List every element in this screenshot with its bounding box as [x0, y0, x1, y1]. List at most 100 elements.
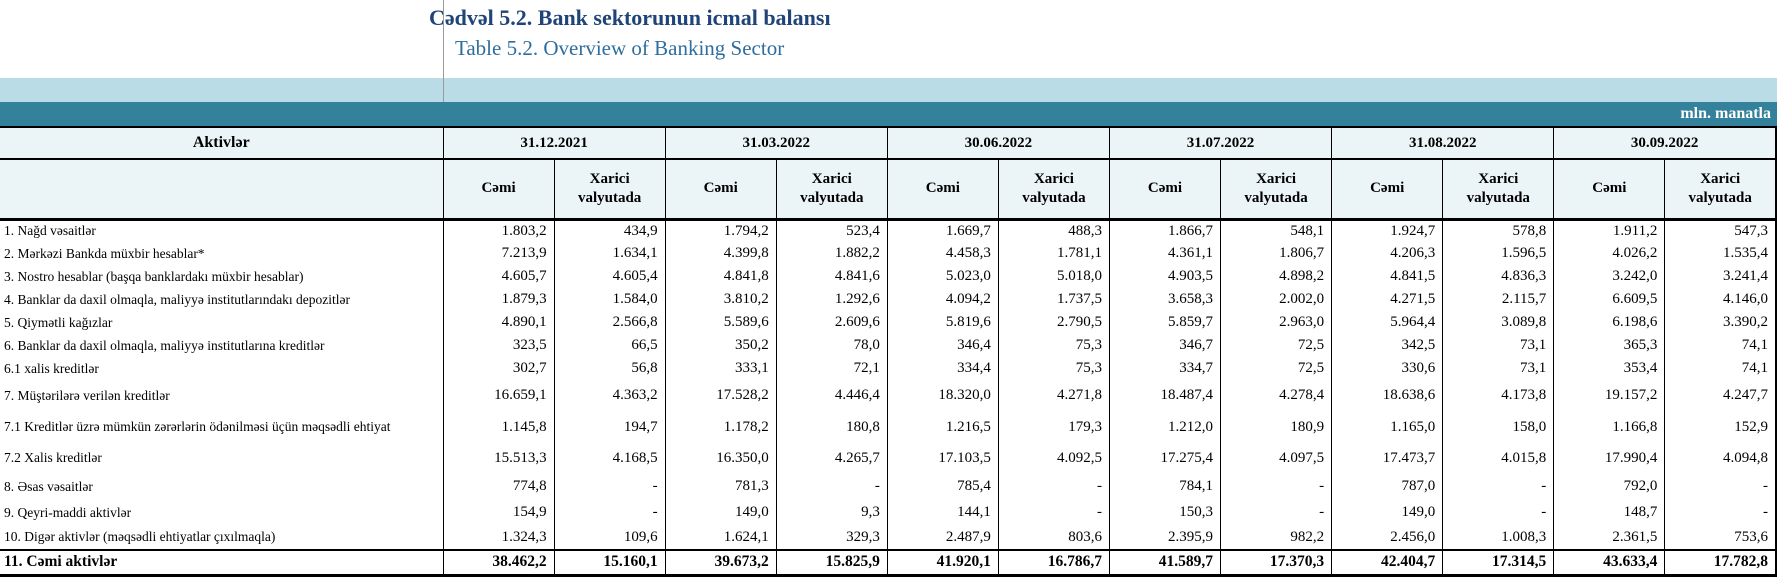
- table-row: 6.1 xalis kreditlər 302,7 56,8 333,1 72,1 33…: [0, 357, 1777, 380]
- row-label: 5. Qiymətli kağızlar: [0, 311, 444, 334]
- cell-value: 1.737,5: [997, 288, 1110, 311]
- column-header-empty: [0, 159, 444, 221]
- cell-value: 149,0: [1331, 500, 1444, 525]
- table-row: 7.2 Xalis kreditlər 15.513,3 4.168,5 16.35…: [0, 443, 1777, 473]
- cell-value: -: [997, 500, 1110, 525]
- row-label: 7.1 Kreditlər üzrə mümkün zərərlərin ödə…: [0, 411, 444, 443]
- cell-value: 365,3: [1553, 334, 1666, 357]
- cell-value: 15.513,3: [442, 443, 555, 473]
- cell-value: 4.271,5: [1331, 288, 1444, 311]
- cell-value: 547,3: [1664, 219, 1777, 242]
- cell-value: 4.605,7: [442, 265, 555, 288]
- cell-value: 329,3: [775, 525, 888, 550]
- cell-value: 4.026,2: [1553, 242, 1666, 265]
- cell-value: 6.609,5: [1553, 288, 1666, 311]
- row-label: 2. Mərkəzi Bankda müxbir hesablar*: [0, 242, 444, 265]
- cell-value: 194,7: [553, 411, 666, 443]
- cell-value: 6.198,6: [1553, 311, 1666, 334]
- column-header-date: 30.06.2022: [886, 126, 1110, 160]
- cell-value: 4.278,4: [1220, 380, 1333, 411]
- table-title-az: Cədvəl 5.2. Bank sektorunun icmal balans…: [429, 5, 831, 30]
- table-row: 9. Qeyri-maddi aktivlər 154,9-149,0 9,3 14…: [0, 500, 1777, 525]
- cell-value: 578,8: [1442, 219, 1555, 242]
- subcolumn-header-foreign: Xarici valyutada: [1220, 159, 1333, 221]
- cell-value: 17.528,2: [664, 380, 777, 411]
- cell-value: 7.213,9: [442, 242, 555, 265]
- cell-value: 4.363,2: [553, 380, 666, 411]
- cell-value: 330,6: [1331, 357, 1444, 380]
- cell-value: 982,2: [1220, 525, 1333, 550]
- total-cell-value: 17.314,5: [1442, 549, 1555, 577]
- total-cell-value: 41.920,1: [886, 549, 999, 577]
- cell-value: 18.320,0: [886, 380, 999, 411]
- table-row: 4. Banklar da daxil olmaqla, maliyyə ins…: [0, 288, 1777, 311]
- cell-value: 1.008,3: [1442, 525, 1555, 550]
- cell-value: 5.018,0: [997, 265, 1110, 288]
- cell-value: 1.794,2: [664, 219, 777, 242]
- cell-value: 3.242,0: [1553, 265, 1666, 288]
- cell-value: 19.157,2: [1553, 380, 1666, 411]
- cell-value: 323,5: [442, 334, 555, 357]
- subcolumn-header-total: Cəmi: [1108, 159, 1222, 221]
- cell-value: 75,3: [997, 357, 1110, 380]
- row-label: 3. Nostro hesablar (başqa banklardakı mü…: [0, 265, 444, 288]
- cell-value: 302,7: [442, 357, 555, 380]
- cell-value: 73,1: [1442, 334, 1555, 357]
- cell-value: 787,0: [1331, 473, 1444, 500]
- cell-value: 2.456,0: [1331, 525, 1444, 550]
- cell-value: 334,7: [1108, 357, 1222, 380]
- spreadsheet-gridline: [443, 0, 444, 102]
- cell-value: 16.350,0: [664, 443, 777, 473]
- table-row: 8. Əsas vəsaitlər 774,8-781,3-785,4-784,…: [0, 473, 1777, 500]
- cell-value: 5.964,4: [1331, 311, 1444, 334]
- total-cell-value: 17.782,8: [1664, 549, 1777, 577]
- table-footer: 11. Cəmi aktivlər 38.462,2 15.160,1 39.673…: [0, 549, 1777, 577]
- row-label: 7.2 Xalis kreditlər: [0, 443, 444, 473]
- cell-value: 144,1: [886, 500, 999, 525]
- row-label: 6.1 xalis kreditlər: [0, 357, 444, 380]
- cell-value: 1.165,0: [1331, 411, 1444, 443]
- table-title-en: Table 5.2. Overview of Banking Sector: [455, 36, 785, 60]
- cell-value: 1.806,7: [1220, 242, 1333, 265]
- cell-value: 1.596,5: [1442, 242, 1555, 265]
- total-row-label: 11. Cəmi aktivlər: [0, 549, 444, 577]
- cell-value: 18.487,4: [1108, 380, 1222, 411]
- row-label: 4. Banklar da daxil olmaqla, maliyyə ins…: [0, 288, 444, 311]
- cell-value: 434,9: [553, 219, 666, 242]
- cell-value: 1.178,2: [664, 411, 777, 443]
- cell-value: -: [553, 473, 666, 500]
- cell-value: 803,6: [997, 525, 1110, 550]
- column-header-date: 30.09.2022: [1553, 126, 1777, 160]
- cell-value: 18.638,6: [1331, 380, 1444, 411]
- cell-value: 4.890,1: [442, 311, 555, 334]
- row-label: 8. Əsas vəsaitlər: [0, 473, 444, 500]
- cell-value: 3.241,4: [1664, 265, 1777, 288]
- banking-sector-table: Aktivlər 31.12.2021 31.03.2022 30.06.2022 3…: [0, 126, 1777, 577]
- table-row: 5. Qiymətli kağızlar 4.890,1 2.566,8 5.589…: [0, 311, 1777, 334]
- cell-value: 334,4: [886, 357, 999, 380]
- cell-value: 4.097,5: [1220, 443, 1333, 473]
- cell-value: -: [1664, 473, 1777, 500]
- total-cell-value: 15.160,1: [553, 549, 666, 577]
- cell-value: 1.292,6: [775, 288, 888, 311]
- cell-value: 2.115,7: [1442, 288, 1555, 311]
- cell-value: 753,6: [1664, 525, 1777, 550]
- total-row: 11. Cəmi aktivlər 38.462,2 15.160,1 39.673…: [0, 549, 1777, 577]
- total-cell-value: 42.404,7: [1331, 549, 1444, 577]
- cell-value: 1.145,8: [442, 411, 555, 443]
- cell-value: 1.924,7: [1331, 219, 1444, 242]
- cell-value: 1.882,2: [775, 242, 888, 265]
- cell-value: 1.624,1: [664, 525, 777, 550]
- cell-value: 353,4: [1553, 357, 1666, 380]
- cell-value: 774,8: [442, 473, 555, 500]
- cell-value: -: [1442, 500, 1555, 525]
- cell-value: 5.859,7: [1108, 311, 1222, 334]
- cell-value: 72,5: [1220, 357, 1333, 380]
- cell-value: 1.803,2: [442, 219, 555, 242]
- cell-value: 792,0: [1553, 473, 1666, 500]
- cell-value: 4.841,6: [775, 265, 888, 288]
- cell-value: 548,1: [1220, 219, 1333, 242]
- cell-value: 17.103,5: [886, 443, 999, 473]
- cell-value: 72,1: [775, 357, 888, 380]
- cell-value: 74,1: [1664, 334, 1777, 357]
